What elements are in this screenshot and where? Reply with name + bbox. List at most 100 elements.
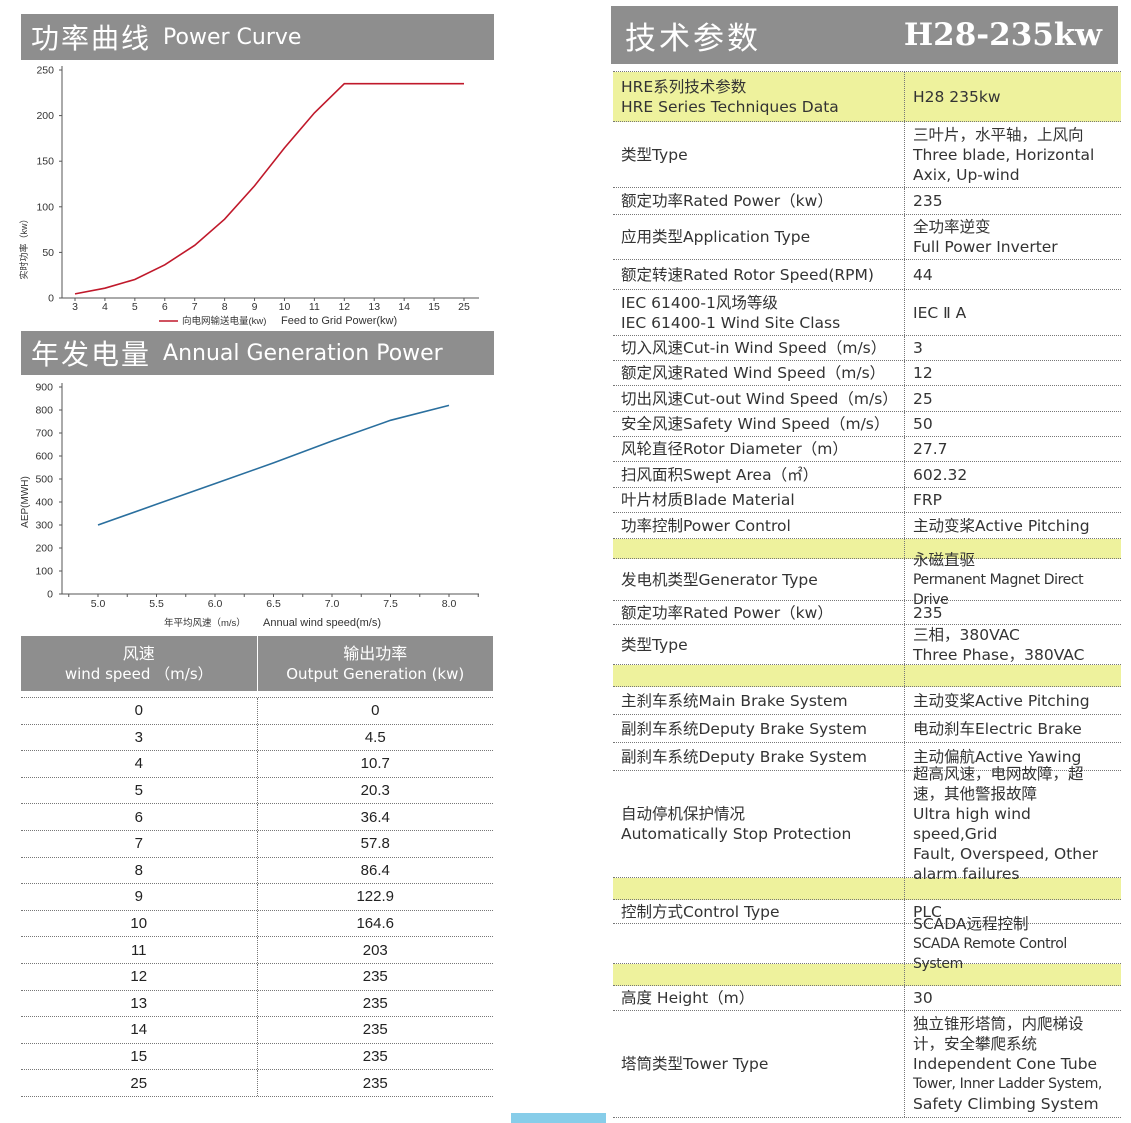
annual-y-tick-label: 300 bbox=[35, 520, 53, 532]
spec-key-line: 自动停机保护情况 bbox=[621, 805, 746, 823]
spec-row: 类型Type 三叶片，水平轴，上风向 Three blade, Horizontal… bbox=[613, 122, 1121, 188]
spec-value-line: Ultra high wind speed,Grid bbox=[913, 805, 1031, 843]
spec-value-line: H28 235kw bbox=[913, 87, 1001, 106]
spec-value-line: 电动刹车Electric Brake bbox=[913, 719, 1082, 738]
wind-speed-cell: 5 bbox=[21, 777, 258, 804]
spec-key: 自动停机保护情况 Automatically Stop Protection bbox=[613, 771, 905, 877]
spec-key: 应用类型Application Type bbox=[613, 215, 905, 259]
power-curve-x-tick-label: 25 bbox=[458, 301, 470, 313]
annual-x-tick-label: 5.0 bbox=[91, 598, 106, 610]
speed-table-row: 5 20.3 bbox=[21, 777, 493, 805]
spec-value-line: 永磁直驱 bbox=[913, 550, 976, 569]
spec-key-line: 额定功率Rated Power（kw） bbox=[621, 192, 833, 210]
spec-key: 主刹车系统Main Brake System bbox=[613, 687, 905, 714]
spec-key: 扫风面积Swept Area（㎡） bbox=[613, 462, 905, 487]
spec-key: 额定转速Rated Rotor Speed(RPM) bbox=[613, 260, 905, 289]
wind-speed-column-header: 风速 wind speed （m/s） bbox=[21, 636, 258, 691]
speed-table-row: 7 57.8 bbox=[21, 830, 493, 858]
spec-row: 副刹车系统Deputy Brake System 主动偏航Active Yawin… bbox=[613, 743, 1121, 771]
output-power-cell: 235 bbox=[362, 1074, 388, 1092]
wind-speed-cell: 8 bbox=[21, 857, 258, 884]
power-curve-y-tick-label: 250 bbox=[36, 65, 54, 77]
spec-value: 主动变桨Active Pitching bbox=[905, 513, 1121, 538]
annual-y-tick-label: 0 bbox=[47, 589, 53, 601]
power-curve-y-tick-label: 200 bbox=[36, 110, 54, 122]
spec-row: 叶片材质Blade Material FRP bbox=[613, 488, 1121, 513]
spec-row: 安全风速Safety Wind Speed（m/s） 50 bbox=[613, 412, 1121, 437]
tech-spec-header: 技术参数 H28-235kw bbox=[611, 6, 1118, 64]
spec-key: 高度 Height（m） bbox=[613, 986, 905, 1010]
spec-row: 类型Type 三相，380VAC Three Phase，380VAC bbox=[613, 625, 1121, 665]
spec-key-line: 额定转速Rated Rotor Speed(RPM) bbox=[621, 265, 874, 284]
spec-row: 应用类型Application Type 全功率逆变 Full Power Inve… bbox=[613, 215, 1121, 260]
annual-y-tick-label: 500 bbox=[35, 474, 53, 486]
spec-row: 风轮直径Rotor Diameter（m） 27.7 bbox=[613, 437, 1121, 462]
spec-row: 切入风速Cut-in Wind Speed（m/s） 3 bbox=[613, 336, 1121, 361]
output-power-cell: 203 bbox=[362, 941, 388, 959]
spec-value: 12 bbox=[905, 361, 1121, 385]
spec-row: 额定风速Rated Wind Speed（m/s） 12 bbox=[613, 361, 1121, 386]
spec-value: 235 bbox=[905, 188, 1121, 214]
spec-key-line: 安全风速Safety Wind Speed（m/s） bbox=[621, 415, 890, 433]
spec-row: 主刹车系统Main Brake System 主动变桨Active Pitchin… bbox=[613, 687, 1121, 715]
annual-generation-chart: 0 100 200 300 400 500 600 700 800 900 5.0 5.5 6.0 6.5… bbox=[20, 382, 479, 629]
spec-value-line: 12 bbox=[913, 364, 933, 382]
spec-value-line: FRP bbox=[913, 491, 943, 509]
wind-speed-cell: 4 bbox=[21, 751, 258, 777]
spec-key-line: 额定功率Rated Power（kw） bbox=[621, 603, 833, 622]
spec-value-line: Full Power Inverter bbox=[913, 238, 1058, 256]
power-curve-x-tick-label: 6 bbox=[162, 301, 168, 313]
spec-value-line: SCADA远程控制 bbox=[913, 914, 1029, 933]
spec-value: 27.7 bbox=[905, 437, 1121, 461]
spec-key: 副刹车系统Deputy Brake System bbox=[613, 743, 905, 770]
spec-row: 切出风速Cut-out Wind Speed（m/s） 25 bbox=[613, 386, 1121, 412]
spec-row: SCADA远程控制 SCADA Remote Control System bbox=[613, 915, 1121, 972]
spec-value-line: 主动变桨Active Pitching bbox=[913, 691, 1090, 710]
spec-value bbox=[905, 964, 1121, 985]
wind-speed-cell: 3 bbox=[21, 724, 258, 751]
output-power-cell: 235 bbox=[362, 968, 388, 986]
spec-key: 切入风速Cut-in Wind Speed（m/s） bbox=[613, 336, 905, 360]
annual-generation-header: 年发电量 Annual Generation Power bbox=[21, 331, 494, 375]
speed-table-row: 14 235 bbox=[21, 1017, 493, 1044]
spec-value: 三相，380VAC Three Phase，380VAC bbox=[905, 625, 1121, 664]
speed-table-row: 25 235 bbox=[21, 1070, 493, 1097]
speed-table-row: 13 235 bbox=[21, 990, 493, 1018]
spec-value-line: 主动变桨Active Pitching bbox=[913, 516, 1090, 535]
output-power-cell: 235 bbox=[362, 1048, 388, 1066]
spec-key-line: 副刹车系统Deputy Brake System bbox=[621, 747, 868, 766]
speed-table-row: 15 235 bbox=[21, 1043, 493, 1071]
spec-value-line: PLC bbox=[913, 902, 942, 921]
wind-speed-header-cn: 风速 bbox=[122, 643, 155, 663]
power-curve-x-tick-label: 9 bbox=[252, 301, 258, 313]
spec-value: 主动变桨Active Pitching bbox=[905, 687, 1121, 714]
spec-key-line: 主刹车系统Main Brake System bbox=[621, 691, 848, 710]
spec-value-line: 超高风速，电网故障，超 bbox=[913, 765, 1084, 783]
spec-key: 类型Type bbox=[613, 122, 905, 187]
output-power-cell: 235 bbox=[362, 1021, 388, 1039]
spec-value: 永磁直驱 Permanent Magnet Direct Drive bbox=[905, 551, 1121, 608]
spec-value-line: 50 bbox=[913, 415, 933, 433]
power-curve-y-tick-label: 0 bbox=[48, 293, 54, 305]
output-power-cell: 4.5 bbox=[364, 728, 386, 746]
spec-value: 235 bbox=[905, 601, 1121, 624]
annual-y-tick-label: 100 bbox=[35, 566, 53, 578]
spec-row: IEC 61400-1风场等级 IEC 61400-1 Wind Site Cla… bbox=[613, 290, 1121, 336]
spec-value-line: 独立锥形塔筒，内爬梯设 bbox=[913, 1015, 1084, 1033]
power-curve-line bbox=[74, 82, 464, 295]
spec-key: 额定功率Rated Power（kw） bbox=[613, 188, 905, 214]
spec-key: 功率控制Power Control bbox=[613, 513, 905, 538]
spec-key-line: HRE系列技术参数 bbox=[621, 77, 747, 96]
spec-separator-row bbox=[613, 539, 1121, 559]
power-curve-x-tick-label: 15 bbox=[428, 301, 440, 313]
annual-y-tick-label: 600 bbox=[35, 451, 53, 463]
annual-generation-title-en: Annual Generation Power bbox=[163, 340, 443, 366]
spec-value: H28 235kw bbox=[905, 72, 1121, 121]
spec-row: 功率控制Power Control 主动变桨Active Pitching bbox=[613, 513, 1121, 539]
spec-row: 扫风面积Swept Area（㎡） 602.32 bbox=[613, 462, 1121, 488]
spec-value-line: 30 bbox=[913, 989, 933, 1007]
spec-key-line: 风轮直径Rotor Diameter（m） bbox=[621, 440, 848, 458]
wind-speed-cell: 10 bbox=[21, 910, 258, 937]
spec-value-line: 三相，380VAC bbox=[913, 625, 1020, 644]
